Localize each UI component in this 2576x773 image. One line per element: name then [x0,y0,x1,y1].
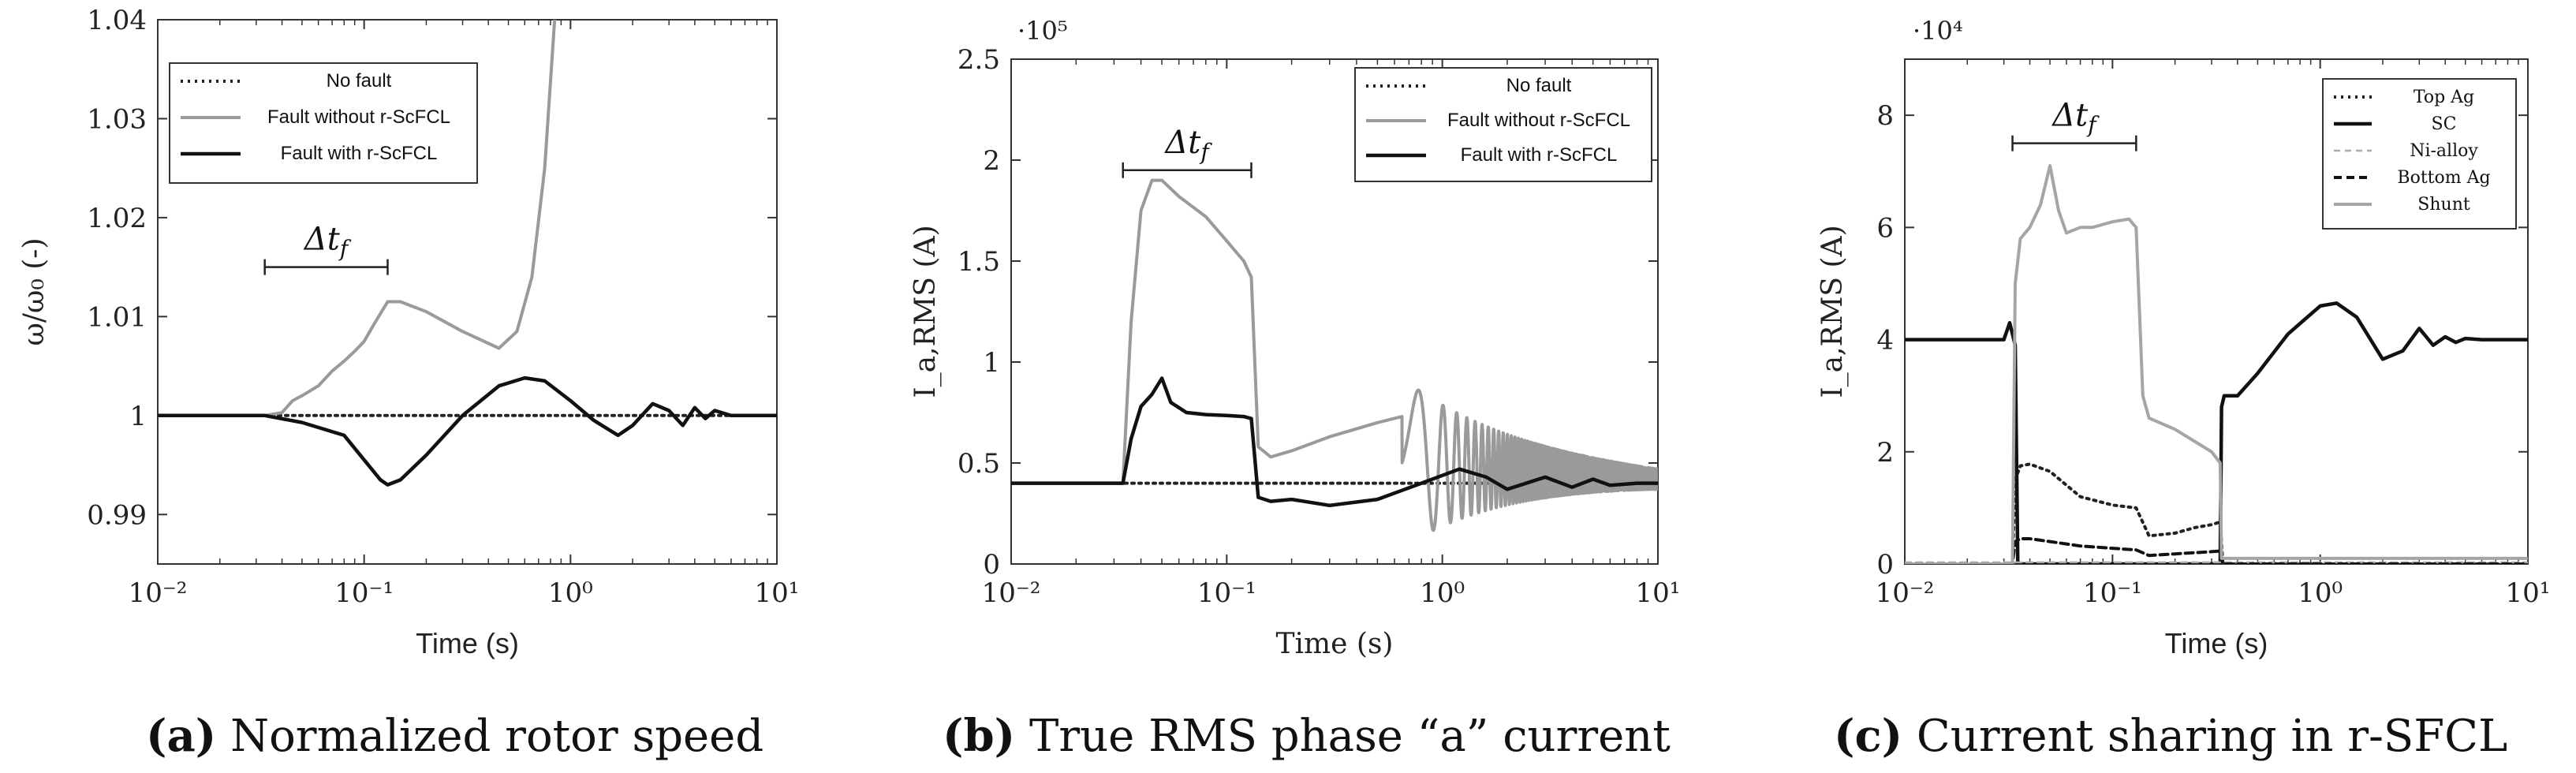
panel-a-chart: 10⁻² 10⁻¹ 10⁰ 10¹ 0.99 1 1.01 1.02 1.03 1.04 Time … [18,5,800,659]
plot-frame [157,19,778,565]
x-tick-label: 10⁻¹ [334,577,394,609]
caption-c: (c) Current sharing in r-SFCL [1834,710,2507,762]
legend-entry: Fault with r-ScFCL [281,143,438,164]
legend-entry: Fault with r-ScFCL [1461,144,1618,166]
x-tick-label: 10¹ [1636,577,1681,609]
y-tick-label: 1.03 [87,103,147,135]
y-tick-label: 0.99 [87,499,147,531]
y-tick-label: 2 [983,145,1000,177]
y-tick-label: 1 [129,401,147,432]
y-axis-label: I_a,RMS (A) [909,225,942,398]
legend-entry: SC [2432,114,2457,134]
x-tick-label: 10⁻² [1876,577,1935,609]
y-tick-label: 1.5 [958,246,1000,278]
legend-entry: Bottom Ag [2397,168,2490,188]
legend-entry: No fault [1506,75,1572,96]
y-tick-label: 4 [1876,325,1894,357]
delta-t-label: Δtf [2051,98,2100,138]
y-multiplier: ·10⁵ [1017,16,1068,46]
series-line-fault-without-r-scfcl [1011,178,1658,532]
legend-entry: No fault [327,70,392,91]
x-tick-label: 10⁻¹ [2083,577,2142,609]
legend-frame [1354,67,1652,182]
legend-frame [169,62,478,184]
y-tick-label: 0 [1876,549,1894,581]
y-tick-label: 1.04 [87,5,147,36]
legend-entry: Fault without r-ScFCL [1447,110,1630,131]
y-tick-label: 0.5 [958,448,1000,480]
legend-entry: Ni-alloy [2410,141,2478,161]
y-axis-label: I_a,RMS (A) [1816,225,1849,398]
legend: No fault Fault without r-ScFCL Fault with … [169,62,478,184]
x-tick-label: 10¹ [755,577,800,609]
y-multiplier: ·10⁴ [1913,16,1963,46]
legend: No fault Fault without r-ScFCL Fault with … [1354,67,1652,182]
y-tick-label: 6 [1876,212,1894,244]
series-line-fault-with-r-scfcl [1011,376,1658,508]
legend-entry: Top Ag [2414,88,2474,107]
series-group [1011,178,1658,532]
y-tick-label: 2.5 [958,44,1000,76]
y-axis-label: ω/ω₀ (-) [18,238,50,346]
x-tick-label: 10⁻² [129,577,188,609]
y-tick-label: 8 [1876,100,1894,132]
series-line-shunt [1905,164,2528,564]
panel-c-chart: 10⁻² 10⁻¹ 10⁰ 10¹ 0 2 4 6 8 ·10⁴ Time (s) I_a,RMS (… [1816,16,2550,659]
x-axis-label: Time (s) [416,627,519,659]
delta-t-label: Δtf [303,222,352,262]
series-line-sc [1905,301,2528,564]
plot-frame [1010,58,1659,565]
x-axis-label: Time (s) [2165,627,2268,659]
x-axis-label: Time (s) [1276,628,1394,660]
y-tick-label: 1 [983,347,1000,379]
x-tick-label: 10⁰ [2298,577,2343,609]
series-group [158,20,777,487]
x-tick-label: 10⁰ [548,577,593,609]
legend-entry: Fault without r-ScFCL [267,106,450,128]
series-line-fault-with-r-scfcl [158,375,777,487]
y-tick-label: 2 [1876,437,1894,469]
x-tick-label: 10⁻² [982,577,1041,609]
y-tick-label: 0 [983,549,1000,581]
series-line-top-ag [1905,462,2528,564]
y-tick-label: 1.01 [87,301,147,333]
legend-entry: Shunt [2417,195,2470,215]
x-tick-label: 10⁰ [1420,577,1465,609]
series-group [1905,164,2528,564]
series-line-fault-without-r-scfcl [158,20,557,417]
y-tick-label: 1.02 [87,203,147,234]
caption-a: (a) Normalized rotor speed [146,710,763,762]
x-tick-label: 10⁻¹ [1197,577,1256,609]
x-tick-label: 10¹ [2506,577,2551,609]
legend: Top Ag SC Ni-alloy Bottom Ag Shunt [2322,78,2517,230]
series-line-bottom-ag [1905,537,2528,564]
delta-t-label: Δtf [1163,125,1212,165]
caption-b: (b) True RMS phase “a” current [943,710,1671,762]
panel-b-chart: 10⁻² 10⁻¹ 10⁰ 10¹ 0 0.5 1 1.5 2 2.5 ·10⁵ Time (s) I_… [909,16,1680,660]
